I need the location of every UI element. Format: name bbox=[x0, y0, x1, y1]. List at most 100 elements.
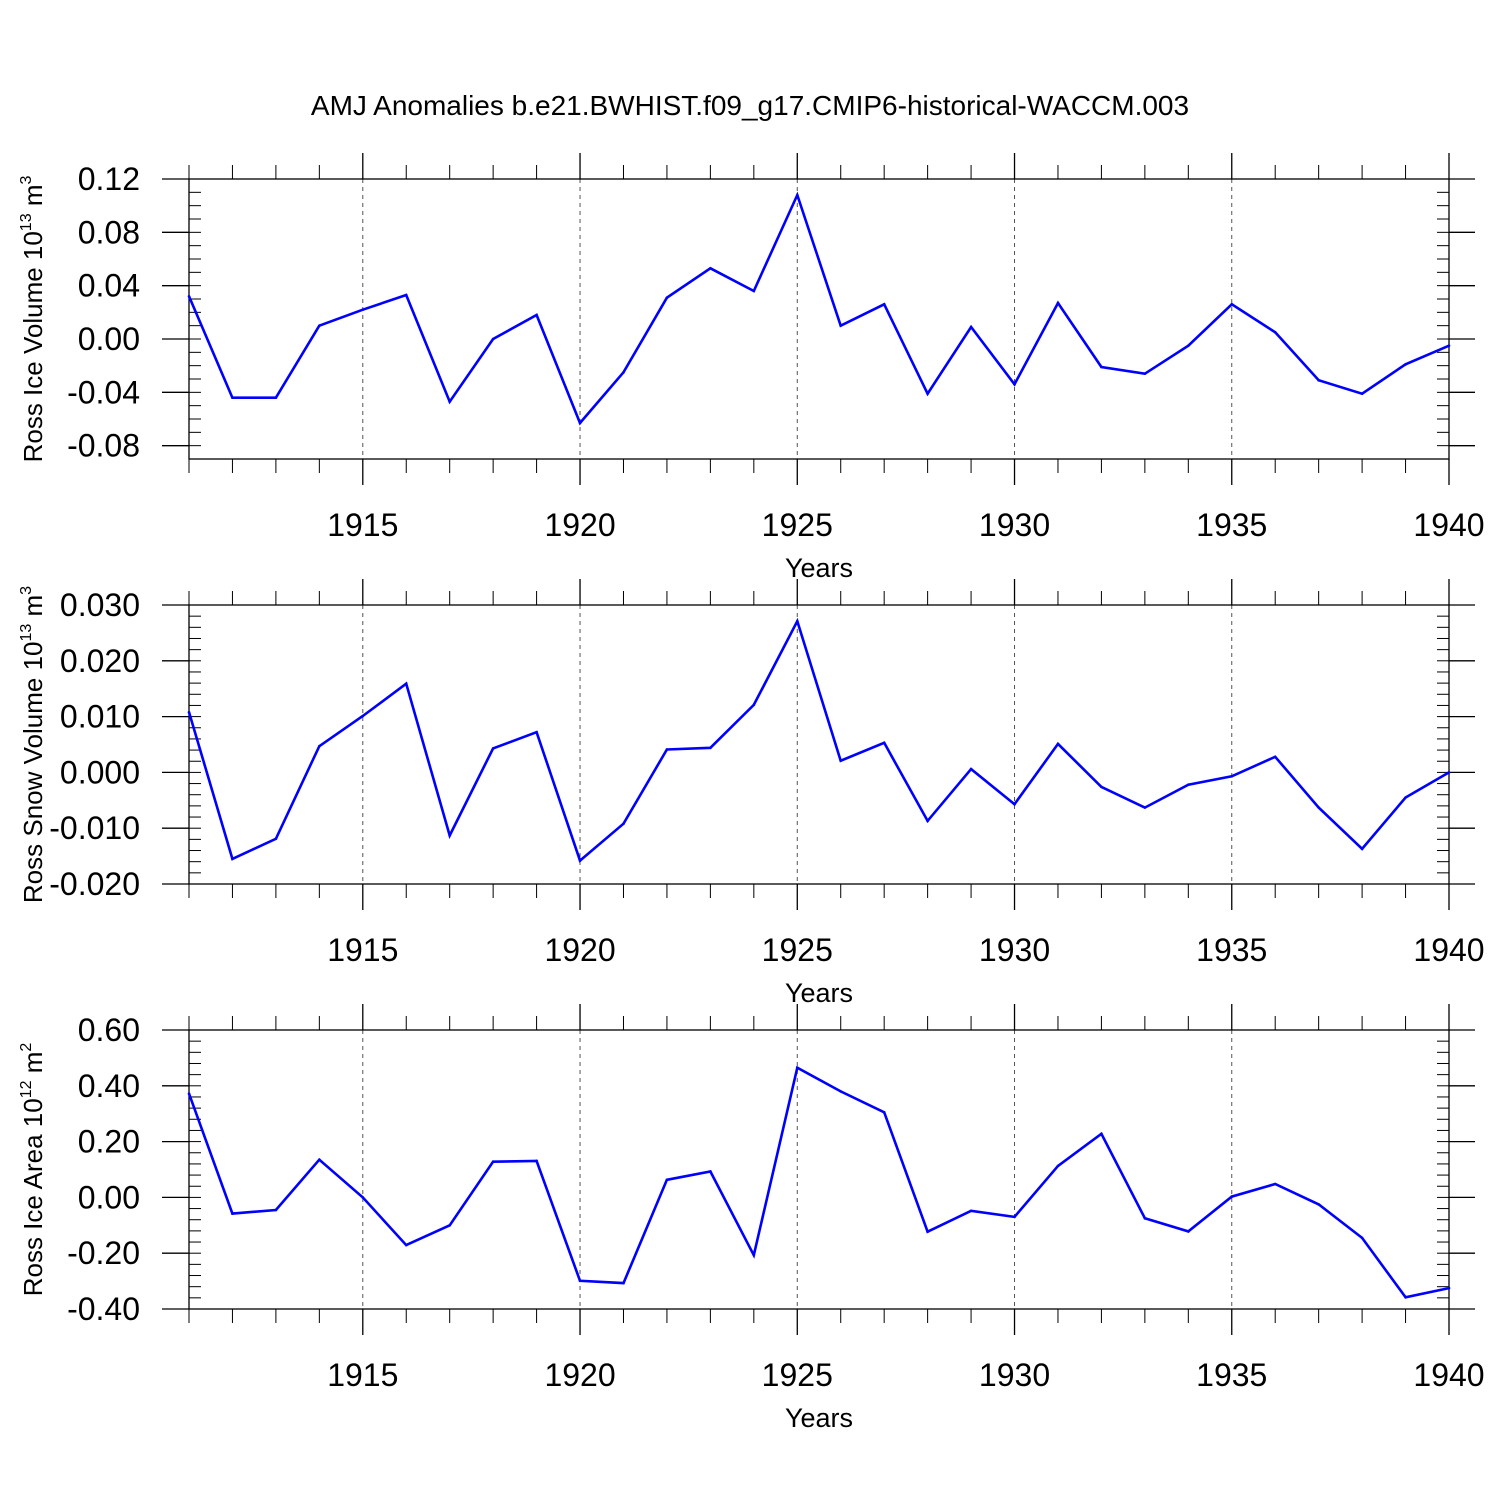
data-point bbox=[1187, 344, 1190, 347]
data-point bbox=[535, 313, 538, 317]
data-point bbox=[448, 834, 451, 837]
data-point bbox=[1100, 365, 1103, 369]
y-axis-label: Ross Ice Area 1012 m2 bbox=[18, 1043, 48, 1297]
x-tick-label: 1930 bbox=[979, 1357, 1050, 1393]
data-point bbox=[1230, 1195, 1234, 1198]
y-tick-label: 0.08 bbox=[78, 214, 140, 250]
x-tick-label: 1920 bbox=[544, 507, 615, 543]
data-point bbox=[926, 1230, 929, 1234]
x-tick-label: 1925 bbox=[762, 1357, 833, 1393]
y-axis-label: Ross Ice Volume 1013 m3 bbox=[18, 175, 48, 462]
data-point bbox=[1056, 1164, 1060, 1168]
y-tick-label: 0.00 bbox=[78, 1179, 140, 1215]
data-point bbox=[795, 193, 799, 197]
x-tick-label: 1935 bbox=[1196, 932, 1267, 968]
data-point bbox=[839, 324, 843, 327]
data-point bbox=[1230, 775, 1234, 778]
data-point bbox=[969, 1209, 973, 1213]
y-tick-label: -0.40 bbox=[67, 1291, 140, 1327]
data-point bbox=[404, 293, 408, 297]
data-point bbox=[795, 619, 799, 623]
data-point bbox=[1273, 1182, 1277, 1186]
x-tick-label: 1925 bbox=[762, 932, 833, 968]
data-point bbox=[448, 400, 451, 403]
series-line bbox=[187, 1065, 1450, 1299]
x-tick-label: 1935 bbox=[1196, 1357, 1267, 1393]
data-point bbox=[882, 741, 886, 745]
x-tick-label: 1930 bbox=[979, 932, 1050, 968]
data-point bbox=[318, 1158, 321, 1162]
data-point bbox=[622, 822, 625, 826]
y-tick-label: 0.00 bbox=[78, 321, 140, 357]
data-point bbox=[709, 746, 712, 750]
x-axis-label: Years bbox=[785, 553, 853, 583]
y-tick-label: 0.60 bbox=[78, 1012, 140, 1048]
data-point bbox=[448, 1224, 451, 1227]
x-tick-label: 1925 bbox=[762, 507, 833, 543]
data-point bbox=[187, 710, 191, 714]
data-point bbox=[491, 1160, 495, 1163]
data-point bbox=[882, 1111, 886, 1114]
data-point bbox=[1187, 1230, 1190, 1233]
data-point bbox=[1056, 742, 1060, 746]
plot-frame bbox=[188, 1029, 1450, 1310]
panel-ice-area: -0.40 -0.20 0.00 0.20 0.40 0.60 1915 1920 1925 19… bbox=[18, 1004, 1485, 1433]
data-point bbox=[1404, 363, 1407, 366]
x-tick-label: 1915 bbox=[327, 507, 398, 543]
data-point bbox=[361, 308, 365, 311]
data-point bbox=[1317, 379, 1320, 382]
data-point bbox=[752, 1253, 756, 1257]
y-tick-label: -0.04 bbox=[67, 374, 140, 410]
y-tick-label: 0.010 bbox=[60, 699, 140, 735]
data-point bbox=[839, 759, 843, 762]
data-point bbox=[709, 267, 712, 270]
data-point bbox=[231, 396, 234, 399]
data-point bbox=[274, 396, 278, 399]
x-tick-label: 1920 bbox=[544, 1357, 615, 1393]
data-point bbox=[491, 337, 495, 341]
data-point bbox=[318, 744, 321, 748]
data-point bbox=[1230, 303, 1234, 306]
y-tick-label: 0.000 bbox=[60, 754, 140, 790]
y-tick-label: -0.020 bbox=[49, 866, 140, 902]
data-point bbox=[1317, 806, 1320, 809]
data-point bbox=[1273, 331, 1277, 334]
data-point bbox=[926, 819, 929, 823]
data-point bbox=[1013, 802, 1016, 806]
x-tick-label: 1940 bbox=[1413, 932, 1484, 968]
x-tick-label: 1935 bbox=[1196, 507, 1267, 543]
data-point bbox=[578, 859, 582, 862]
data-point bbox=[622, 1281, 625, 1285]
x-tick-label: 1940 bbox=[1413, 507, 1484, 543]
data-point bbox=[969, 325, 973, 329]
data-point bbox=[1317, 1203, 1320, 1206]
data-point bbox=[231, 1212, 234, 1215]
y-tick-label: -0.010 bbox=[49, 810, 140, 846]
data-point bbox=[1143, 1217, 1147, 1220]
data-point bbox=[274, 1208, 278, 1212]
data-point bbox=[1143, 806, 1147, 809]
data-point bbox=[665, 296, 669, 299]
y-tick-label: -0.08 bbox=[67, 428, 140, 464]
data-point bbox=[752, 289, 756, 293]
data-point bbox=[969, 767, 973, 771]
series-line bbox=[187, 191, 1450, 426]
data-point bbox=[1143, 372, 1147, 375]
y-tick-label: 0.04 bbox=[78, 268, 140, 304]
data-point bbox=[318, 324, 321, 327]
data-point bbox=[1100, 1132, 1103, 1136]
data-point bbox=[795, 1066, 799, 1069]
y-tick-label: 0.020 bbox=[60, 643, 140, 679]
data-point bbox=[231, 857, 234, 861]
y-tick-label: 0.20 bbox=[78, 1124, 140, 1160]
data-point bbox=[882, 303, 886, 306]
data-point bbox=[665, 1178, 669, 1182]
data-point bbox=[1447, 1286, 1451, 1290]
y-tick-label: 0.40 bbox=[78, 1068, 140, 1104]
data-point bbox=[752, 703, 756, 707]
data-point bbox=[1447, 771, 1451, 774]
data-point bbox=[1404, 796, 1407, 799]
x-axis-label: Years bbox=[785, 1403, 853, 1433]
data-point bbox=[665, 748, 669, 751]
